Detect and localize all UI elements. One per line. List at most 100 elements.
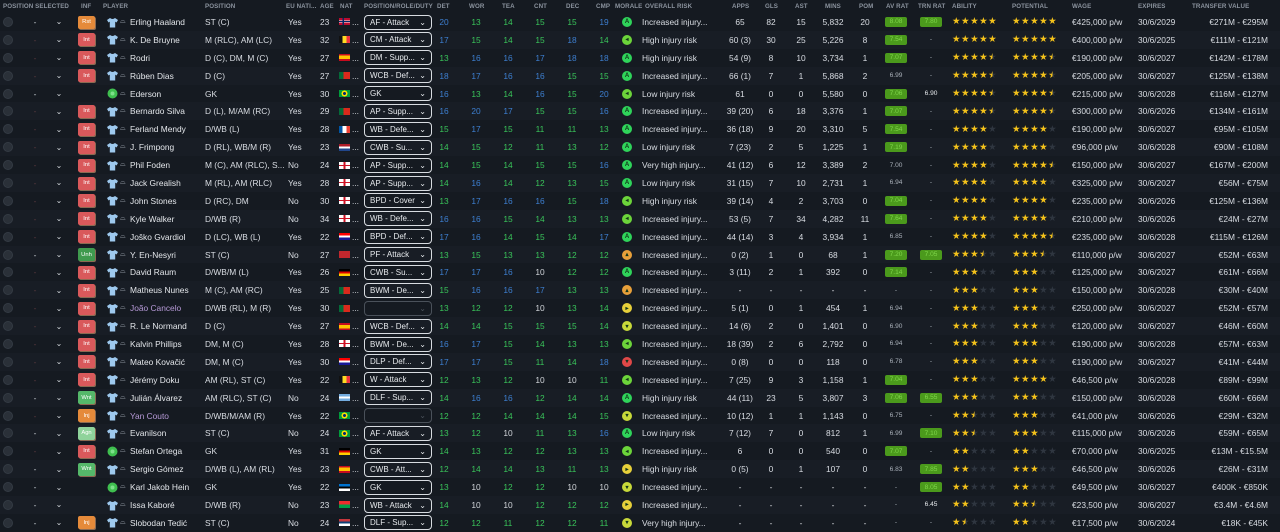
- inf-badge[interactable]: Int: [78, 230, 95, 244]
- player-profile-icon[interactable]: ⌓: [120, 53, 126, 61]
- header-potential[interactable]: POTENTIAL: [1012, 3, 1048, 10]
- inf-badge[interactable]: Int: [78, 51, 95, 65]
- chevron-down-icon[interactable]: ⌄: [55, 160, 63, 170]
- header-det[interactable]: DET: [437, 3, 450, 10]
- chevron-down-icon[interactable]: ⌄: [55, 482, 63, 492]
- player-name-link[interactable]: Evanilson: [130, 428, 167, 439]
- inf-badge[interactable]: Int: [78, 444, 95, 458]
- chevron-down-icon[interactable]: ⌄: [55, 17, 63, 27]
- inf-badge[interactable]: Int: [78, 176, 95, 190]
- table-row[interactable]: - ⌄ Agn ⌓ Evanilson ST (C) No 24... AF - Attack ⌄…: [0, 424, 1280, 443]
- chevron-down-icon[interactable]: ⌄: [55, 464, 63, 474]
- chevron-down-icon[interactable]: ⌄: [55, 428, 63, 438]
- chevron-down-icon[interactable]: ⌄: [55, 339, 63, 349]
- chevron-down-icon[interactable]: ⌄: [55, 321, 63, 331]
- table-row[interactable]: - ⌄ Int ⌓ Jack Grealish M (RL), AM (RLC) Yes 28…: [0, 174, 1280, 192]
- table-row[interactable]: - ⌄ Unh ⌓ Y. En-Nesyri ST (C) No 27... PF - Atta…: [0, 245, 1280, 264]
- inf-badge[interactable]: Inj: [78, 409, 95, 423]
- position-selected-toggle[interactable]: [3, 31, 15, 49]
- table-row[interactable]: - ⌄ Int ⌓ David Raum D/WB/M (L) Yes 26... CWB - …: [0, 263, 1280, 282]
- player-name-link[interactable]: J. Frimpong: [130, 142, 175, 153]
- player-name-link[interactable]: Mateo Kovačić: [130, 356, 185, 367]
- header-gls[interactable]: GLS: [765, 3, 779, 10]
- position-selected-toggle[interactable]: [3, 299, 15, 317]
- position-selected-toggle[interactable]: [3, 424, 15, 442]
- player-profile-icon[interactable]: ⌓: [120, 214, 126, 222]
- chevron-down-icon[interactable]: ⌄: [55, 500, 63, 510]
- player-profile-icon[interactable]: ⌓: [120, 447, 126, 455]
- role-duty-select[interactable]: AP - Supp... ⌄: [364, 103, 432, 119]
- position-selected-toggle[interactable]: [3, 317, 15, 335]
- chevron-down-icon[interactable]: ⌄: [55, 285, 63, 295]
- header-morale[interactable]: MORALE: [615, 3, 643, 10]
- role-duty-select[interactable]: BPD - Cover ⌄: [364, 193, 432, 209]
- position-selected-toggle[interactable]: [3, 496, 15, 514]
- chevron-down-icon[interactable]: ⌄: [55, 71, 63, 81]
- header-wor[interactable]: WOR: [469, 3, 485, 10]
- header-apps[interactable]: APPS: [732, 3, 750, 10]
- header-tea[interactable]: TEA: [502, 3, 515, 10]
- header-trn-rat[interactable]: TRN RAT: [918, 3, 946, 10]
- table-row[interactable]: - ⌄ Int ⌓ Joško Gvardiol D (LC), WB (L) Yes 22.…: [0, 227, 1280, 246]
- player-profile-icon[interactable]: ⌓: [120, 196, 126, 204]
- player-name-link[interactable]: John Stones: [130, 195, 177, 206]
- role-duty-select[interactable]: GK ⌄: [364, 86, 432, 102]
- header-player[interactable]: PLAYER: [103, 3, 129, 10]
- table-row[interactable]: - ⌄ ⌓ Issa Kaboré D/WB (R) No 23... WB - Attack…: [0, 496, 1280, 514]
- chevron-down-icon[interactable]: ⌄: [55, 178, 63, 188]
- role-duty-select[interactable]: WB - Attack ⌄: [364, 497, 432, 513]
- header-av-rat[interactable]: AV RAT: [886, 3, 909, 10]
- chevron-down-icon[interactable]: ⌄: [55, 214, 63, 224]
- player-name-link[interactable]: Kalvin Phillips: [130, 338, 182, 349]
- player-profile-icon[interactable]: ⌓: [120, 304, 126, 312]
- header-age[interactable]: AGE: [320, 3, 334, 10]
- header-ast[interactable]: AST: [795, 3, 808, 10]
- position-selected-toggle[interactable]: [3, 13, 15, 31]
- player-profile-icon[interactable]: ⌓: [120, 71, 126, 79]
- position-selected-toggle[interactable]: [3, 263, 15, 281]
- position-selected-toggle[interactable]: [3, 246, 15, 264]
- position-selected-toggle[interactable]: [3, 371, 15, 389]
- player-name-link[interactable]: Jérémy Doku: [130, 374, 180, 385]
- header-wage[interactable]: WAGE: [1072, 3, 1092, 10]
- header-role[interactable]: POSITION/ROLE/DUTY: [364, 3, 433, 10]
- header-eu-national[interactable]: EU NATI...: [286, 3, 317, 10]
- player-profile-icon[interactable]: ⌓: [120, 518, 126, 526]
- role-duty-select[interactable]: PF - Attack ⌄: [364, 247, 432, 263]
- player-name-link[interactable]: Phil Foden: [130, 160, 171, 171]
- inf-badge[interactable]: Int: [78, 283, 95, 297]
- position-selected-toggle[interactable]: [3, 102, 15, 120]
- table-row[interactable]: - ⌄ Inj ⌓ Yan Couto D/WB/M/AM (R) Yes 22... ⌄ 12 1…: [0, 406, 1280, 425]
- position-selected-toggle[interactable]: [3, 138, 15, 156]
- chevron-down-icon[interactable]: ⌄: [55, 357, 63, 367]
- header-inf[interactable]: INF: [81, 3, 92, 10]
- position-selected-toggle[interactable]: [3, 389, 15, 407]
- table-row[interactable]: - ⌄ Int ⌓ Ferland Mendy D/WB (L) Yes 28... WB - …: [0, 120, 1280, 139]
- role-duty-select[interactable]: BPD - Def... ⌄: [364, 229, 432, 245]
- chevron-down-icon[interactable]: ⌄: [55, 106, 63, 116]
- inf-badge[interactable]: Wnt: [78, 391, 95, 405]
- position-selected-toggle[interactable]: [3, 460, 15, 478]
- player-name-link[interactable]: R. Le Normand: [130, 321, 187, 332]
- chevron-down-icon[interactable]: ⌄: [55, 267, 63, 277]
- role-duty-select[interactable]: AF - Attack ⌄: [364, 425, 432, 441]
- role-duty-select[interactable]: ⌄: [364, 300, 432, 316]
- player-name-link[interactable]: David Raum: [130, 267, 177, 278]
- table-row[interactable]: - ⌄ Int ⌓ Rodri D (C), DM, M (C) Yes 27... DM - …: [0, 48, 1280, 67]
- player-name-link[interactable]: Bernardo Silva: [130, 106, 185, 117]
- inf-badge[interactable]: Int: [78, 122, 95, 136]
- header-nat[interactable]: NAT: [340, 3, 353, 10]
- inf-badge[interactable]: Int: [78, 33, 95, 47]
- player-name-link[interactable]: Erling Haaland: [130, 16, 185, 27]
- role-duty-select[interactable]: AP - Supp... ⌄: [364, 157, 432, 173]
- player-profile-icon[interactable]: ⌓: [120, 35, 126, 43]
- role-duty-select[interactable]: GK ⌄: [364, 443, 432, 459]
- position-selected-toggle[interactable]: [3, 407, 15, 425]
- role-duty-select[interactable]: CWB - Att... ⌄: [364, 461, 432, 477]
- table-row[interactable]: - ⌄ Int ⌓ Mateo Kovačić DM, M (C) Yes 30... DLP …: [0, 352, 1280, 371]
- table-row[interactable]: - ⌄ Int ⌓ R. Le Normand D (C) Yes 27... WCB - De…: [0, 317, 1280, 336]
- table-row[interactable]: - ⌄ Wnt ⌓ Julián Álvarez AM (RLC), ST (C) No 24…: [0, 388, 1280, 407]
- header-position[interactable]: POSITION: [205, 3, 236, 10]
- table-row[interactable]: - ⌄ Int ⌓ K. De Bruyne M (RLC), AM (LC) Yes 32.…: [0, 30, 1280, 49]
- player-name-link[interactable]: Matheus Nunes: [130, 285, 189, 296]
